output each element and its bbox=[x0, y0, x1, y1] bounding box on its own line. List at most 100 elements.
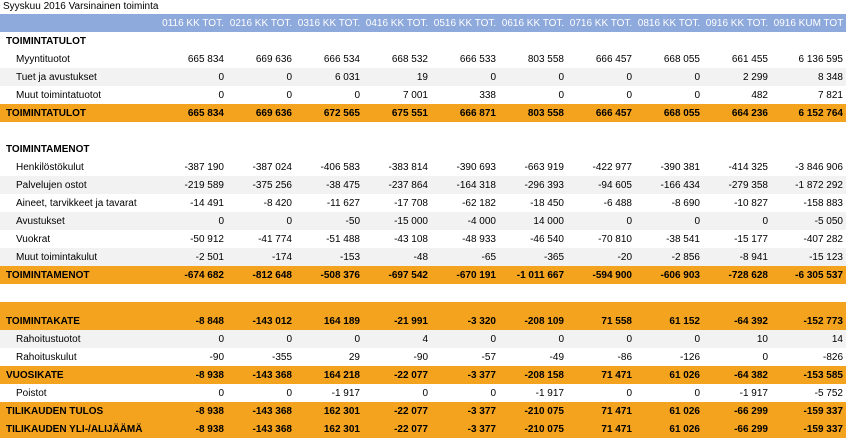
value-cell: 71 558 bbox=[567, 312, 635, 330]
total-row: TOIMINTAKATE -8 848 -143 012 164 189 -21 991… bbox=[0, 312, 846, 330]
value-cell: -46 540 bbox=[530, 233, 564, 245]
value-cell: -15 177 bbox=[734, 233, 768, 245]
value-cell bbox=[635, 284, 703, 302]
value-cell bbox=[499, 140, 567, 158]
value-cell: -143 368 bbox=[227, 420, 295, 438]
value-cell bbox=[363, 284, 431, 302]
value-cell: -38 475 bbox=[295, 176, 363, 194]
value-cell: 338 bbox=[479, 89, 496, 101]
value-cell: -126 bbox=[679, 351, 700, 363]
value-cell: 666 457 bbox=[595, 53, 632, 65]
table-row: Rahoitustuotot 0 0 0 4 0 0 0 0 10 14 bbox=[0, 330, 846, 348]
value-cell: -387 190 bbox=[184, 161, 224, 173]
value-cell: 0 bbox=[218, 387, 224, 399]
value-cell: -508 376 bbox=[295, 266, 363, 284]
value-cell: 666 533 bbox=[459, 53, 496, 65]
table-row: Myyntituotot 665 834 669 636 666 534 668 532… bbox=[0, 50, 846, 68]
value-cell: -1 917 bbox=[331, 387, 360, 399]
value-cell: 0 bbox=[567, 330, 635, 348]
value-cell: 0 bbox=[431, 68, 499, 86]
value-cell: -210 075 bbox=[499, 402, 567, 420]
value-cell bbox=[635, 122, 703, 140]
value-cell: 0 bbox=[227, 330, 295, 348]
value-cell bbox=[363, 302, 431, 312]
total-row: TILIKAUDEN YLI-/ALIJÄÄMÄ -8 938 -143 368 16… bbox=[0, 420, 846, 438]
value-cell bbox=[771, 302, 846, 312]
value-cell bbox=[431, 32, 499, 50]
value-cell: 6 136 595 bbox=[798, 53, 844, 65]
value-cell: 6 152 764 bbox=[771, 104, 846, 122]
row-label: Vuokrat bbox=[16, 233, 51, 245]
value-cell: 19 bbox=[363, 68, 431, 86]
value-cell: -3 846 906 bbox=[795, 161, 843, 173]
value-cell: -1 917 bbox=[535, 387, 564, 399]
value-cell: -153 585 bbox=[771, 366, 846, 384]
value-cell: 61 026 bbox=[635, 366, 703, 384]
value-cell bbox=[703, 302, 771, 312]
value-cell: -152 773 bbox=[771, 312, 846, 330]
row-label: TILIKAUDEN YLI-/ALIJÄÄMÄ bbox=[0, 420, 159, 438]
value-cell: -6 305 537 bbox=[771, 266, 846, 284]
value-cell: -15 000 bbox=[363, 212, 431, 230]
value-cell: -697 542 bbox=[363, 266, 431, 284]
value-cell bbox=[363, 32, 431, 50]
value-cell: -57 bbox=[481, 351, 496, 363]
value-cell: -375 256 bbox=[227, 176, 295, 194]
value-cell: -208 158 bbox=[499, 366, 567, 384]
column-header: 0116 KK TOT. bbox=[159, 14, 227, 32]
value-cell: 0 bbox=[499, 68, 567, 86]
row-label: Poistot bbox=[16, 387, 47, 399]
value-cell: 665 834 bbox=[159, 104, 227, 122]
column-header: 0416 KK TOT. bbox=[363, 14, 431, 32]
value-cell: -3 377 bbox=[431, 420, 499, 438]
row-label: Tuet ja avustukset bbox=[0, 68, 159, 86]
value-cell: -279 358 bbox=[703, 176, 771, 194]
value-cell bbox=[431, 284, 499, 302]
value-cell: -1 872 292 bbox=[771, 176, 846, 194]
section-row: TOIMINTAMENOT bbox=[0, 140, 846, 158]
value-cell: -670 191 bbox=[431, 266, 499, 284]
value-cell: 61 026 bbox=[635, 402, 703, 420]
value-cell bbox=[159, 32, 227, 50]
row-label: Avustukset bbox=[0, 212, 159, 230]
value-cell: 0 bbox=[354, 89, 360, 101]
row-label bbox=[0, 122, 159, 140]
value-cell: 0 bbox=[422, 387, 428, 399]
value-cell: -8 941 bbox=[703, 248, 771, 266]
spacer-row bbox=[0, 284, 846, 302]
spacer-row bbox=[0, 122, 846, 140]
value-cell: -6 488 bbox=[603, 197, 632, 209]
row-label: Muut toimintatuotot bbox=[16, 89, 102, 101]
table-row: Vuokrat -50 912 -41 774 -51 488 -43 108 -48 9… bbox=[0, 230, 846, 248]
row-label bbox=[0, 284, 159, 302]
value-cell: 71 471 bbox=[567, 420, 635, 438]
value-cell: -606 903 bbox=[635, 266, 703, 284]
value-cell bbox=[771, 140, 846, 158]
value-cell bbox=[635, 32, 703, 50]
value-cell: -5 050 bbox=[771, 212, 846, 230]
value-cell: 668 055 bbox=[635, 104, 703, 122]
report-body: 0116 KK TOT. 0216 KK TOT. 0316 KK TOT. 0416… bbox=[0, 14, 846, 438]
value-cell: -64 392 bbox=[703, 312, 771, 330]
report-title: Syyskuu 2016 Varsinainen toiminta bbox=[3, 1, 159, 12]
section-row: TOIMINTATULOT bbox=[0, 32, 846, 50]
value-cell: -4 000 bbox=[431, 212, 499, 230]
value-cell bbox=[227, 284, 295, 302]
value-cell: -51 488 bbox=[326, 233, 360, 245]
value-cell: 4 bbox=[363, 330, 431, 348]
value-cell: -66 299 bbox=[703, 420, 771, 438]
value-cell: -2 856 bbox=[635, 248, 703, 266]
value-cell: -219 589 bbox=[159, 176, 227, 194]
value-cell: -422 977 bbox=[592, 161, 632, 173]
value-cell: -48 933 bbox=[462, 233, 496, 245]
value-cell: 61 152 bbox=[635, 312, 703, 330]
value-cell: 0 bbox=[490, 387, 496, 399]
row-label: VUOSIKATE bbox=[0, 366, 159, 384]
value-cell: -11 627 bbox=[326, 197, 360, 209]
value-cell bbox=[635, 140, 703, 158]
row-label: Palvelujen ostot bbox=[0, 176, 159, 194]
row-label: TOIMINTAKATE bbox=[0, 312, 159, 330]
value-cell: 668 532 bbox=[391, 53, 428, 65]
value-cell: 71 471 bbox=[567, 366, 635, 384]
value-cell bbox=[499, 32, 567, 50]
